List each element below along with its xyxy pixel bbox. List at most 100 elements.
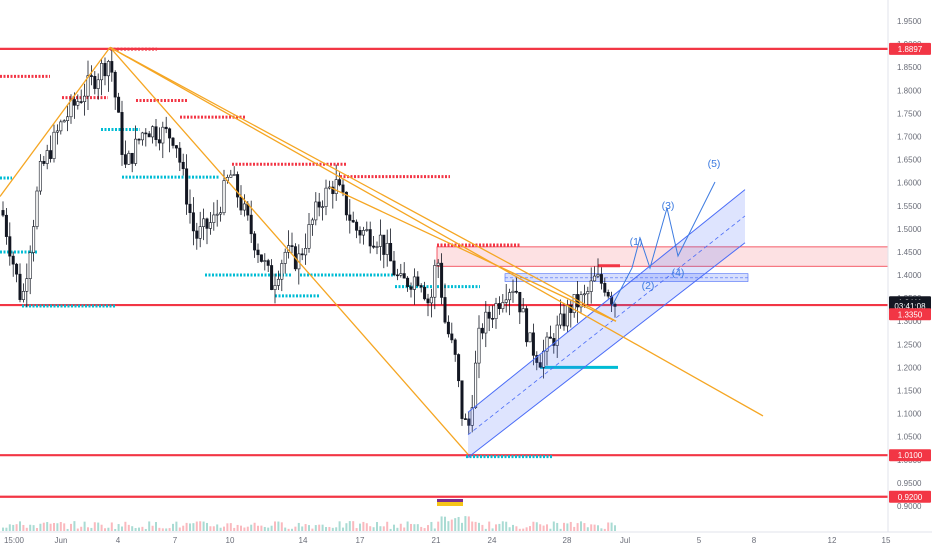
volume-bar: [376, 522, 378, 531]
y-tick-label: 1.6000: [897, 179, 922, 188]
volume-bar: [209, 526, 212, 531]
candle: [15, 262, 19, 283]
candle: [66, 105, 70, 132]
candle-body: [83, 95, 87, 103]
candle-body: [446, 321, 450, 335]
price-label-text: 0.9200: [898, 493, 923, 502]
candle: [202, 208, 206, 241]
candle: [324, 179, 328, 216]
volume-bar: [382, 526, 385, 531]
candle-body: [480, 327, 484, 334]
volume-bar: [563, 522, 565, 531]
candle: [208, 212, 212, 235]
candle-body: [460, 380, 464, 419]
volume-bar: [12, 524, 15, 531]
volume-bar: [471, 521, 474, 531]
candle: [368, 221, 372, 254]
volume-bar: [73, 521, 76, 531]
volume-bar: [100, 524, 103, 531]
candle: [426, 293, 430, 317]
volume-bar: [107, 527, 110, 531]
candle: [42, 155, 46, 167]
trendline-fall-long: [109, 46, 764, 417]
candle: [514, 277, 518, 294]
candle: [474, 350, 478, 410]
volume-bar: [552, 521, 555, 531]
candle: [327, 180, 331, 190]
candle: [168, 127, 172, 153]
volume-bar: [124, 521, 127, 531]
candle-body: [453, 339, 457, 355]
candle: [89, 65, 93, 86]
candle-body: [372, 245, 376, 248]
candle-body: [545, 336, 549, 352]
volume-bar: [90, 527, 93, 531]
volume-bar: [199, 521, 202, 531]
candle: [372, 236, 376, 249]
candle-body: [42, 160, 46, 164]
candle-body: [242, 203, 246, 211]
candle-body: [263, 260, 267, 262]
candle: [504, 283, 508, 313]
candle-body: [395, 274, 399, 277]
volume-bar: [597, 525, 599, 531]
y-tick-label: 1.1500: [897, 387, 922, 396]
candle: [236, 171, 240, 208]
candle: [1, 201, 5, 218]
x-tick-label: 15:00: [4, 536, 25, 545]
candle: [113, 70, 117, 110]
volume-bar: [389, 528, 392, 531]
candle: [28, 245, 32, 295]
candle: [497, 296, 501, 315]
volume-bar: [498, 523, 501, 531]
volume-bar: [481, 524, 484, 531]
candle: [487, 305, 491, 332]
candle: [62, 119, 66, 123]
candle: [406, 276, 410, 292]
candle-body: [137, 138, 141, 141]
candle: [198, 211, 202, 248]
candle: [365, 221, 369, 232]
candle-body: [310, 219, 314, 225]
volume-bar: [393, 524, 395, 531]
candle-body: [21, 291, 25, 300]
volume-bar: [576, 523, 579, 531]
volume-bar: [56, 523, 59, 531]
candle-body: [147, 133, 151, 138]
x-tick-label: 8: [752, 536, 757, 545]
candle-body: [436, 262, 440, 266]
candle: [569, 300, 573, 328]
candle: [334, 164, 338, 201]
candle: [596, 258, 600, 278]
candle-body: [467, 418, 471, 426]
candle-body: [565, 305, 569, 327]
candle-body: [365, 229, 369, 231]
candle-body: [35, 190, 39, 227]
candle: [440, 253, 444, 305]
candle: [25, 263, 29, 307]
candle-body: [205, 218, 209, 229]
volume-bar: [362, 521, 365, 531]
volume-bar: [348, 521, 351, 531]
candle: [140, 131, 144, 146]
candle-body: [123, 154, 127, 165]
candle-body: [606, 292, 610, 297]
volume-bar: [257, 525, 259, 531]
volume-bar: [243, 527, 246, 531]
candle-body: [154, 126, 158, 140]
candle-body: [375, 246, 379, 248]
candle: [106, 59, 110, 92]
volume-bar: [297, 522, 300, 531]
volume-bar: [311, 528, 314, 531]
candle-body: [348, 214, 352, 221]
volume-bar: [413, 524, 416, 531]
volume-bar: [379, 526, 382, 531]
volume-bar: [569, 521, 572, 531]
volume-bar: [223, 526, 225, 531]
candle-body: [470, 407, 474, 426]
y-tick-label: 1.2500: [897, 340, 922, 349]
candle: [395, 268, 399, 281]
price-label-text: 03:41:08: [894, 302, 926, 311]
volume-bar: [420, 526, 423, 531]
